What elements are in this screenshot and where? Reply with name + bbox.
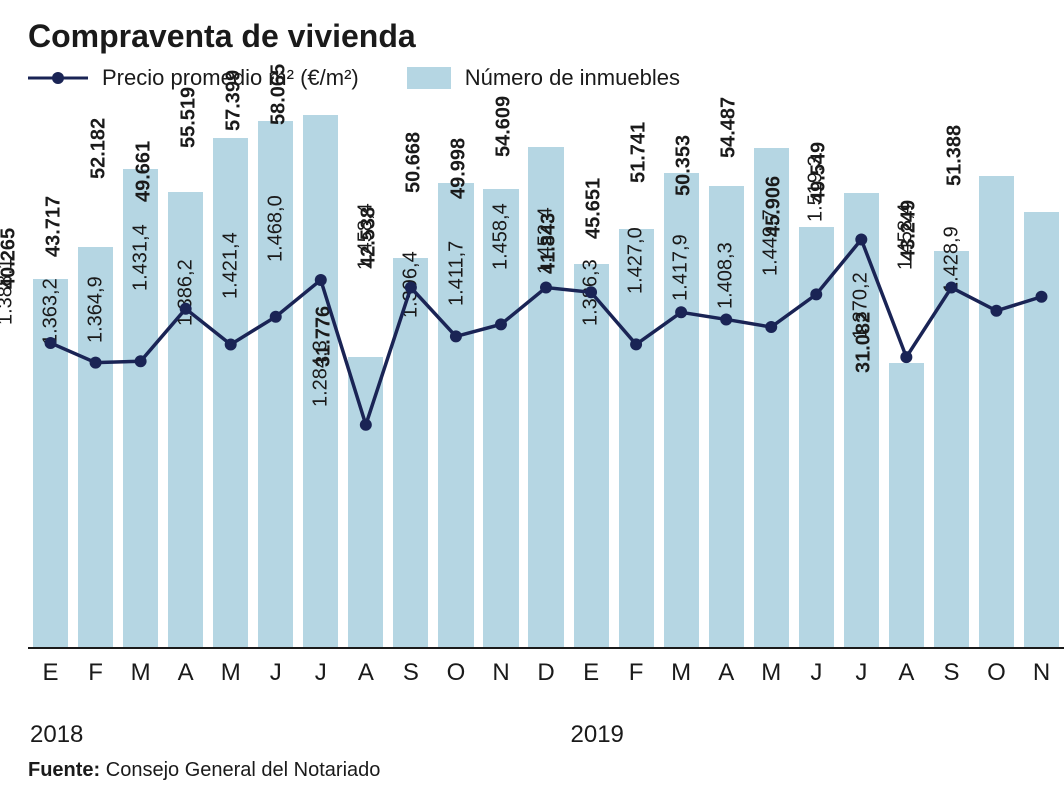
source-prefix: Fuente: [28,759,100,781]
bar-value-label: 54.609 [492,95,515,156]
bar-value-label: 57.399 [222,70,245,131]
bar-slot [1019,212,1064,649]
bar-slot: 55.5191.386,2 [208,138,253,649]
line-value-label: 1.458,4 [355,203,378,270]
month-label: J [253,659,298,687]
month-label: A [884,659,929,687]
month-label: O [433,659,478,687]
month-label: M [659,659,704,687]
line-value-label: 1.396,4 [400,252,423,319]
bar [979,176,1014,649]
bar [889,363,924,649]
bar-slot: 43.2491.458,4 [929,251,974,649]
bar-value-label: 51.388 [943,125,966,186]
bar-value-label: 50.668 [402,132,425,193]
bar-value-label: 50.353 [673,135,696,196]
line-value-label: 1.519,3 [805,155,828,222]
month-label: E [28,659,73,687]
line-value-label: 1.458,4 [490,203,513,270]
line-value-label: 1.386,2 [174,260,197,327]
month-label: N [478,659,523,687]
month-label: S [388,659,433,687]
bar-value-label: 58.065 [267,64,290,125]
month-label: J [839,659,884,687]
bars-row: 40.2651.388,143.7171.363,252.1821.364,94… [28,97,1064,649]
month-label: F [614,659,659,687]
month-label: A [704,659,749,687]
line-value-label: 1.428,9 [940,226,963,293]
line-value-label: 1.452,4 [535,208,558,275]
bar [213,138,248,649]
bar [844,193,879,649]
bar [934,251,969,649]
bar-value-label: 55.519 [177,87,200,148]
bar [348,357,383,649]
legend-bar-label: Número de inmuebles [465,65,680,91]
line-value-label: 1.427,0 [625,228,648,295]
bar-slot: 31.7761.284,3 [343,357,388,649]
month-label: M [208,659,253,687]
month-label: E [569,659,614,687]
chart-title: Compraventa de vivienda [28,18,1064,55]
bar-swatch-icon [407,67,451,89]
bar-value-label: 45.651 [583,178,606,239]
month-label: A [163,659,208,687]
line-marker-icon [28,66,88,90]
month-label: M [749,659,794,687]
line-value-label: 1.408,3 [715,242,738,309]
bar-value-label: 54.487 [718,97,741,158]
line-value-label: 1.431,4 [129,224,152,291]
bar-value-label: 49.661 [132,141,155,202]
chart-container: Compraventa de vivienda Precio promedio … [0,0,1064,800]
month-label: A [343,659,388,687]
month-label: O [974,659,1019,687]
year-label: 2019 [571,721,624,749]
bar-slot: 49.5491.519,3 [839,193,884,649]
line-value-label: 1.364,9 [84,277,107,344]
bar-value-label: 43.717 [42,196,65,257]
x-axis-months: EFMAMJJASONDEFMAMJJASON [28,659,1064,687]
bar-slot: 31.0821.370,2 [884,363,929,649]
line-value-label: 1.417,9 [670,235,693,302]
bar-value-label: 49.998 [447,138,470,199]
month-label: F [73,659,118,687]
bar [1024,212,1059,649]
year-label: 2018 [30,721,83,749]
line-value-label: 1.388,1 [0,258,17,325]
month-label: M [118,659,163,687]
bar [799,227,834,649]
line-value-label: 1.468,0 [264,195,287,262]
line-value-label: 1.458,4 [895,203,918,270]
plot-area: 40.2651.388,143.7171.363,252.1821.364,94… [28,97,1064,717]
line-value-label: 1.386,3 [580,260,603,327]
line-value-label: 1.363,2 [39,278,62,345]
month-label: N [1019,659,1064,687]
line-value-label: 1.411,7 [445,241,468,306]
bar-slot: 51.3881.428,9 [974,176,1019,649]
legend-item-bar: Número de inmuebles [407,65,680,91]
line-value-label: 1.284,3 [309,340,332,407]
line-value-label: 1.449,7 [760,210,783,277]
month-label: J [794,659,839,687]
month-label: J [298,659,343,687]
month-label: S [929,659,974,687]
source-line: Fuente: Consejo General del Notariado [28,759,380,782]
line-value-label: 1.370,2 [850,272,873,339]
line-value-label: 1.421,4 [219,232,242,299]
bar-value-label: 51.741 [628,122,651,183]
x-axis-baseline [28,647,1064,649]
month-label: D [524,659,569,687]
bar-value-label: 52.182 [87,118,110,179]
bar-slot: 45.9061.449,7 [794,227,839,649]
source-text: Consejo General del Notariado [106,759,381,781]
